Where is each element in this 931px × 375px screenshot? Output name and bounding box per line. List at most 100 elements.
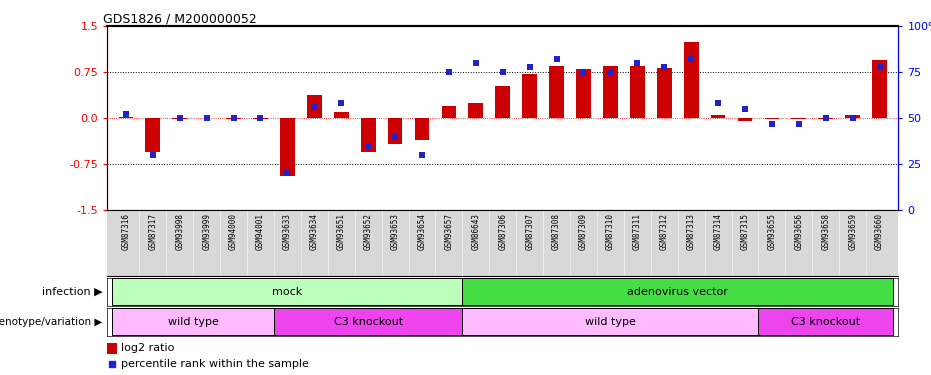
Bar [710, 115, 725, 118]
Text: mock: mock [272, 286, 303, 297]
Point [495, 69, 510, 75]
Point [737, 106, 752, 112]
Bar [683, 42, 698, 118]
Text: GSM93998: GSM93998 [175, 213, 184, 250]
Bar [522, 74, 537, 118]
Text: GSM87317: GSM87317 [148, 213, 157, 250]
Point [334, 100, 349, 106]
Bar [759, 308, 893, 335]
Text: GSM87309: GSM87309 [579, 213, 588, 250]
Bar [818, 118, 833, 119]
Point [549, 56, 564, 62]
Text: GSM93657: GSM93657 [444, 213, 453, 250]
Point [764, 121, 779, 127]
Point [145, 152, 160, 158]
Point [253, 115, 268, 121]
Bar [549, 66, 564, 118]
Text: GSM93659: GSM93659 [848, 213, 857, 250]
Bar [495, 86, 510, 118]
Bar [845, 115, 860, 118]
Text: GSM87313: GSM87313 [687, 213, 695, 250]
Point [226, 115, 241, 121]
Bar [307, 95, 322, 118]
Text: GSM87310: GSM87310 [606, 213, 614, 250]
Bar [576, 69, 591, 118]
Bar [737, 118, 752, 121]
Text: GSM93652: GSM93652 [364, 213, 372, 250]
Text: GSM87314: GSM87314 [713, 213, 722, 250]
Text: GSM93634: GSM93634 [310, 213, 318, 250]
Text: GSM93654: GSM93654 [417, 213, 426, 250]
Text: wild type: wild type [168, 316, 219, 327]
Point [172, 115, 187, 121]
Bar [872, 60, 887, 118]
Bar [334, 112, 348, 118]
Text: GSM87306: GSM87306 [498, 213, 507, 250]
Point [280, 170, 295, 176]
Text: GSM94000: GSM94000 [229, 213, 238, 250]
Text: log2 ratio: log2 ratio [121, 343, 175, 353]
Text: GSM93660: GSM93660 [875, 213, 884, 250]
Point [818, 115, 833, 121]
Point [576, 69, 591, 75]
Bar [280, 118, 295, 176]
Text: percentile rank within the sample: percentile rank within the sample [121, 359, 309, 369]
Point [538, 289, 553, 295]
Text: GSM93658: GSM93658 [821, 213, 830, 250]
Bar [113, 278, 463, 305]
Text: GSM87311: GSM87311 [633, 213, 641, 250]
Point [710, 100, 725, 106]
Bar [657, 68, 671, 118]
Text: GSM87312: GSM87312 [660, 213, 668, 250]
Point [360, 143, 375, 149]
Bar [764, 118, 779, 119]
Point [387, 134, 402, 140]
Point [441, 69, 456, 75]
Bar [226, 118, 241, 119]
Point [118, 111, 133, 117]
Bar [603, 66, 618, 118]
Text: infection ▶: infection ▶ [42, 286, 102, 297]
Text: GSM93655: GSM93655 [767, 213, 776, 250]
Point [603, 69, 618, 75]
Bar [414, 118, 429, 140]
Text: adenovirus vector: adenovirus vector [627, 286, 728, 297]
Text: wild type: wild type [585, 316, 636, 327]
Text: GSM93999: GSM93999 [202, 213, 211, 250]
Text: GSM93656: GSM93656 [794, 213, 803, 250]
Bar [468, 103, 483, 118]
Text: GSM94001: GSM94001 [256, 213, 265, 250]
Bar [441, 106, 456, 118]
Point [872, 64, 887, 70]
Bar [274, 308, 463, 335]
Bar [107, 343, 116, 354]
Point [522, 64, 537, 70]
Text: GSM93651: GSM93651 [337, 213, 345, 250]
Bar [387, 118, 402, 144]
Bar [463, 278, 893, 305]
Text: GSM93633: GSM93633 [283, 213, 292, 250]
Bar [791, 118, 806, 119]
Text: GDS1826 / M200000052: GDS1826 / M200000052 [103, 12, 257, 25]
Point [199, 115, 214, 121]
Text: genotype/variation ▶: genotype/variation ▶ [0, 316, 102, 327]
Bar [118, 117, 133, 118]
Point [414, 152, 429, 158]
Bar [360, 118, 375, 152]
Text: GSM86643: GSM86643 [471, 213, 480, 250]
Text: C3 knockout: C3 knockout [791, 316, 860, 327]
Point [307, 104, 322, 110]
Text: GSM87308: GSM87308 [552, 213, 561, 250]
Bar [113, 308, 274, 335]
Point [845, 115, 860, 121]
Point [656, 64, 671, 70]
Point [791, 121, 806, 127]
Text: GSM87307: GSM87307 [525, 213, 534, 250]
Text: GSM87316: GSM87316 [121, 213, 130, 250]
Point [630, 60, 645, 66]
Text: C3 knockout: C3 knockout [333, 316, 403, 327]
Point [468, 60, 483, 66]
Text: GSM87315: GSM87315 [740, 213, 749, 250]
Bar [172, 118, 187, 119]
Bar [253, 118, 268, 119]
